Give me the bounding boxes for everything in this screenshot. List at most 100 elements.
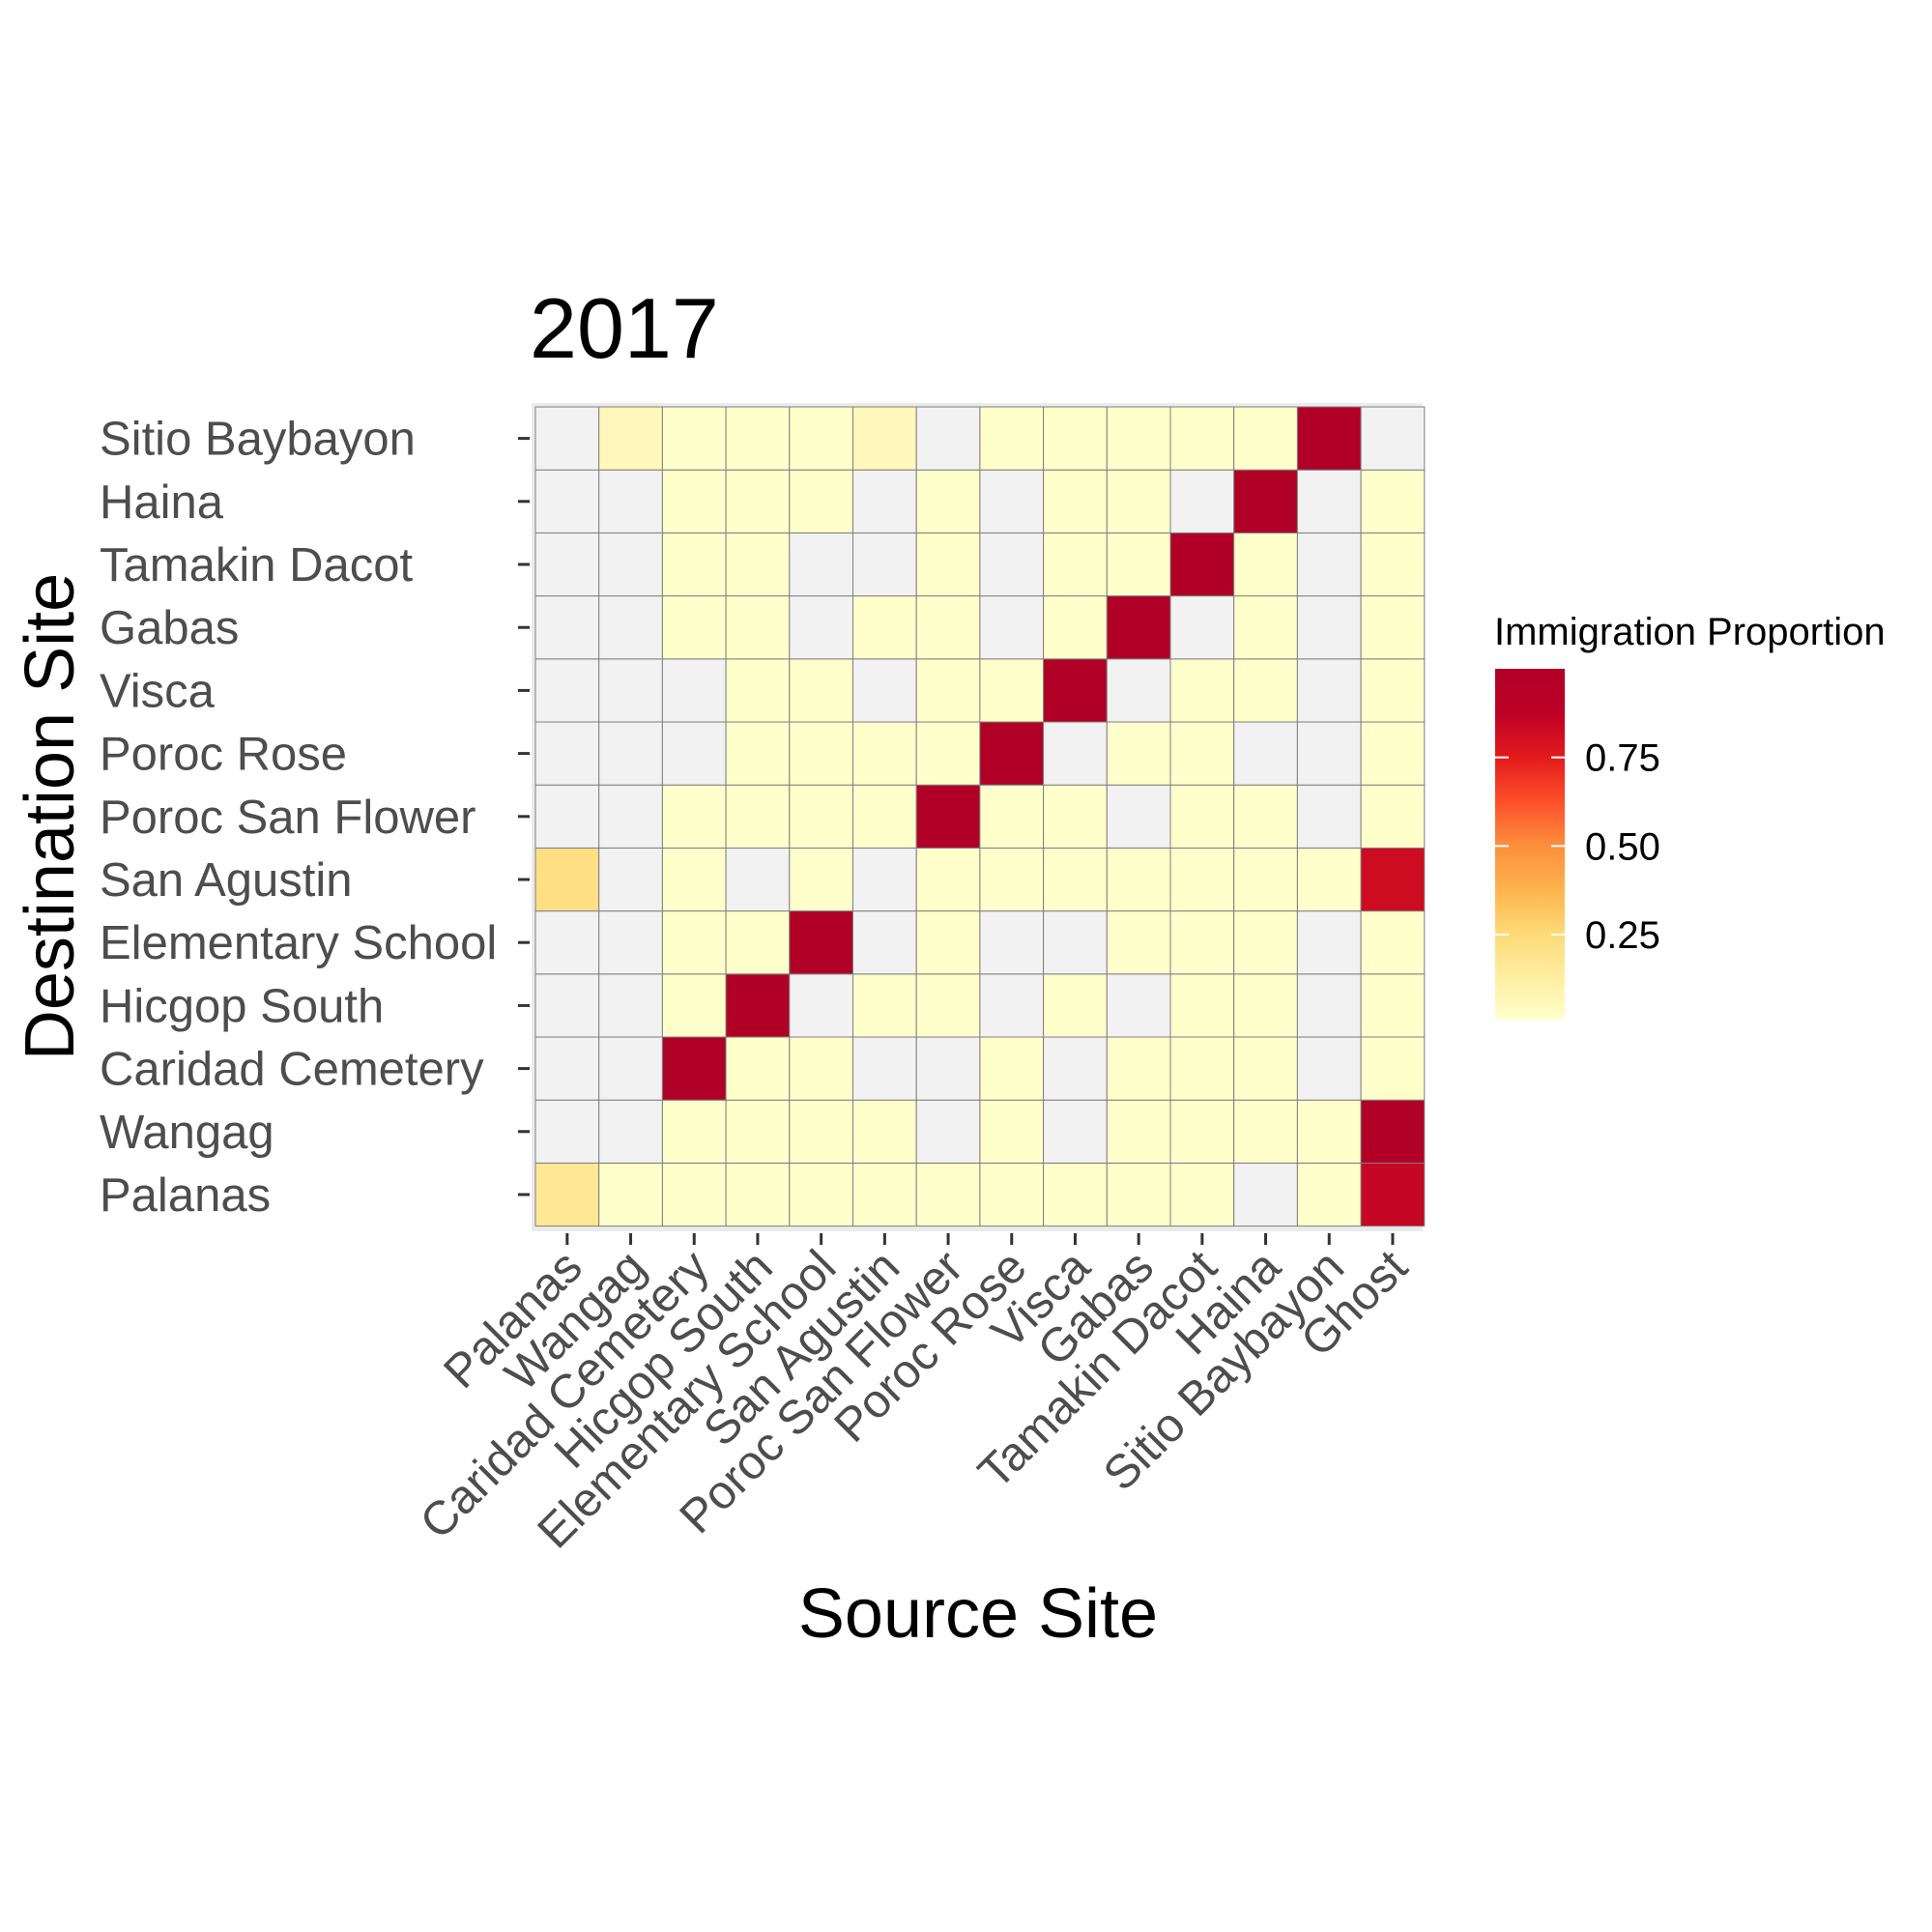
heatmap-cell <box>534 1099 600 1164</box>
heatmap-cell <box>1169 973 1235 1038</box>
heatmap-cell <box>534 469 600 533</box>
heatmap-cell <box>1296 469 1362 533</box>
heatmap-cell <box>1233 532 1298 597</box>
heatmap-cells <box>534 406 1426 1227</box>
heatmap-cell <box>598 595 663 660</box>
heatmap-cell <box>1169 847 1235 912</box>
heatmap-cell <box>1360 532 1426 597</box>
heatmap-cell <box>1169 721 1235 786</box>
heatmap-cell <box>1360 847 1426 912</box>
heatmap-cell <box>1106 658 1171 723</box>
heatmap-cell <box>852 595 917 660</box>
heatmap-cell <box>852 469 917 533</box>
y-tick-label: Sitio Baybayon <box>100 414 416 466</box>
heatmap-cell <box>598 532 663 597</box>
heatmap-cell <box>1106 1162 1171 1227</box>
heatmap-cell <box>1360 910 1426 975</box>
heatmap-cell <box>1169 1036 1235 1101</box>
heatmap-cell <box>789 406 853 471</box>
heatmap-cell <box>852 658 917 723</box>
heatmap-cell <box>789 784 853 849</box>
heatmap-cell <box>534 658 600 723</box>
y-tick-label: Hicgop South <box>100 980 384 1032</box>
heatmap-cell <box>725 532 791 597</box>
heatmap-cell <box>1043 1162 1108 1227</box>
heatmap-cell <box>979 1036 1045 1101</box>
heatmap-cell <box>1360 1036 1426 1101</box>
heatmap-cell <box>1296 721 1362 786</box>
heatmap-cell <box>1043 910 1108 975</box>
heatmap-cell <box>789 1099 853 1164</box>
heatmap-cell <box>915 406 981 471</box>
heatmap-cell <box>1296 1162 1362 1227</box>
heatmap-cell <box>598 1036 663 1101</box>
heatmap-cell <box>725 469 791 533</box>
heatmap-cell <box>534 1036 600 1101</box>
y-tick-label: Tamakin Dacot <box>100 539 413 591</box>
heatmap-cell <box>1043 595 1108 660</box>
heatmap-cell <box>598 973 663 1038</box>
heatmap-cell <box>852 1036 917 1101</box>
heatmap-cell <box>534 784 600 849</box>
heatmap-cell <box>725 784 791 849</box>
heatmap-cell <box>979 469 1045 533</box>
heatmap-cell <box>1296 847 1362 912</box>
heatmap-cell <box>598 469 663 533</box>
legend: Immigration Proportion 0.25 0.50 0.75 <box>1494 611 1886 1020</box>
chart-title: 2017 <box>530 280 719 376</box>
heatmap-cell <box>789 595 853 660</box>
heatmap-cell <box>725 973 791 1038</box>
heatmap-cell <box>598 721 663 786</box>
y-tick-label: Palanas <box>100 1169 271 1222</box>
heatmap-cell <box>1233 847 1298 912</box>
heatmap-cell <box>1296 910 1362 975</box>
heatmap-cell <box>1169 469 1235 533</box>
heatmap-cell <box>1106 469 1171 533</box>
heatmap-cell <box>534 721 600 786</box>
heatmap-cell <box>1233 973 1298 1038</box>
heatmap-cell <box>1233 1162 1298 1227</box>
heatmap-cell <box>1296 1036 1362 1101</box>
heatmap-cell <box>1233 406 1298 471</box>
heatmap-cell <box>725 910 791 975</box>
heatmap-cell <box>1360 1099 1426 1164</box>
heatmap-cell <box>852 973 917 1038</box>
heatmap-cell <box>915 532 981 597</box>
y-axis: Palanas Wangag Caridad Cemetery Hicgop Sout… <box>100 414 530 1222</box>
heatmap-cell <box>661 1036 727 1101</box>
heatmap-cell <box>1043 532 1108 597</box>
y-tick-label: Elementary School <box>100 917 497 969</box>
heatmap-cell <box>725 721 791 786</box>
heatmap-cell <box>979 1162 1045 1227</box>
heatmap-cell <box>1043 406 1108 471</box>
heatmap-cell <box>915 1162 981 1227</box>
heatmap-cell <box>725 406 791 471</box>
y-axis-title: Destination Site <box>12 573 89 1060</box>
heatmap-cell <box>661 1099 727 1164</box>
heatmap-cell <box>661 910 727 975</box>
heatmap-cell <box>1043 658 1108 723</box>
heatmap-cell <box>1043 1099 1108 1164</box>
heatmap-cell <box>1360 973 1426 1038</box>
heatmap-cell <box>789 532 853 597</box>
heatmap-cell <box>979 784 1045 849</box>
heatmap-cell <box>725 847 791 912</box>
heatmap-cell <box>725 1036 791 1101</box>
heatmap-cell <box>661 406 727 471</box>
heatmap-cell <box>915 469 981 533</box>
y-tick-label: Gabas <box>100 602 239 654</box>
heatmap-cell <box>1106 532 1171 597</box>
heatmap-cell <box>725 1099 791 1164</box>
heatmap-cell <box>1360 469 1426 533</box>
y-tick-label: Poroc San Flower <box>100 792 476 844</box>
heatmap-cell <box>1106 406 1171 471</box>
heatmap-cell <box>1043 973 1108 1038</box>
heatmap-cell <box>852 1099 917 1164</box>
heatmap-cell <box>1043 847 1108 912</box>
heatmap-cell <box>1169 658 1235 723</box>
heatmap-cell <box>852 784 917 849</box>
heatmap-cell <box>1169 406 1235 471</box>
heatmap-cell <box>598 406 663 471</box>
